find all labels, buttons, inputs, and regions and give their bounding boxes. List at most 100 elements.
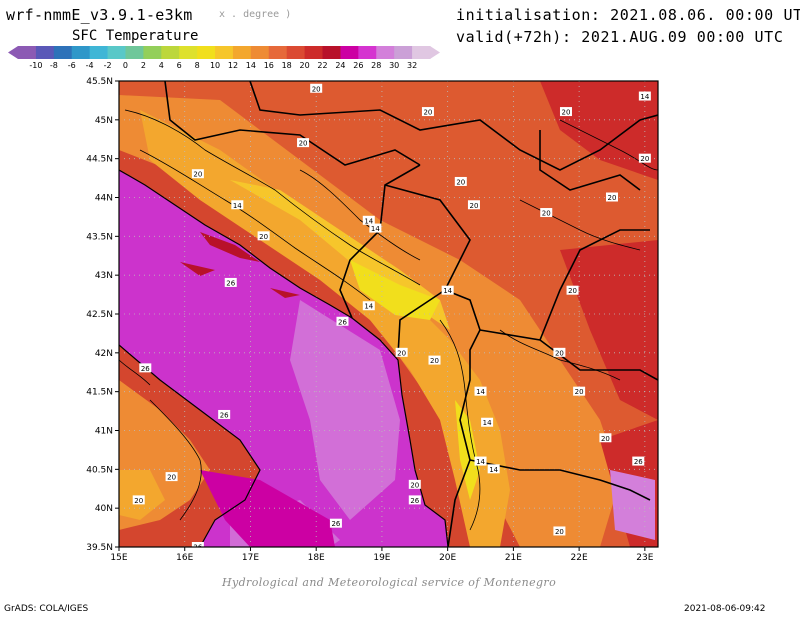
colorbar-swatch — [412, 46, 431, 59]
contour-label: 26 — [139, 363, 152, 373]
svg-text:14: 14 — [443, 287, 452, 295]
contour-label: 14 — [474, 456, 487, 466]
color-scale-bar: -10 -8 -6 -4 -2 0 2 4 6 8 10 12 14 16 18 20 22 24 26 28 30 32 — [8, 46, 440, 70]
svg-text:20: 20 — [640, 155, 649, 163]
colorbar-label: 24 — [335, 61, 345, 70]
latitude-label: 39.5N — [86, 543, 113, 553]
colorbar-swatch — [215, 46, 234, 59]
latitude-label: 45.5N — [86, 77, 113, 87]
latitude-label: 44.5N — [86, 155, 113, 165]
latitude-label: 41N — [95, 427, 113, 437]
svg-text:20: 20 — [469, 202, 478, 210]
contour-label: 20 — [540, 208, 553, 218]
contour-label: 20 — [191, 169, 204, 179]
longitude-label: 23E — [636, 553, 653, 563]
svg-text:14: 14 — [489, 466, 498, 474]
colorbar-label: 18 — [282, 61, 292, 70]
colorbar-swatch — [179, 46, 198, 59]
latitude-label: 40.5N — [86, 465, 113, 475]
contour-label: 20 — [132, 495, 145, 505]
svg-text:20: 20 — [423, 109, 432, 117]
longitude-label: 21E — [505, 553, 522, 563]
svg-text:14: 14 — [364, 303, 373, 311]
longitude-label: 15E — [110, 553, 127, 563]
svg-text:26: 26 — [410, 497, 419, 505]
longitude-label: 22E — [571, 553, 588, 563]
initialisation-time: initialisation: 2021.08.06. 00:00 UTC — [456, 6, 800, 24]
colorbar-swatch — [197, 46, 216, 59]
colorbar-label: 6 — [177, 61, 182, 70]
colorbar-label: 2 — [141, 61, 146, 70]
colorbar-swatch — [268, 46, 288, 59]
colorbar-label: 32 — [407, 61, 417, 70]
contour-label: 20 — [408, 479, 421, 489]
svg-text:14: 14 — [483, 419, 492, 427]
longitude-label: 20E — [439, 553, 456, 563]
svg-text:20: 20 — [410, 481, 419, 489]
contour-label: 20 — [467, 200, 480, 210]
colorbar-label: 10 — [210, 61, 220, 70]
contour-label: 20 — [599, 433, 612, 443]
svg-text:20: 20 — [259, 233, 268, 241]
contour-label: 14 — [362, 215, 375, 225]
svg-text:20: 20 — [397, 349, 406, 357]
contour-label: 14 — [369, 223, 382, 233]
svg-text:26: 26 — [634, 458, 643, 466]
svg-text:20: 20 — [555, 349, 564, 357]
colorbar-label: 28 — [371, 61, 381, 70]
colorbar-swatch — [286, 46, 306, 59]
contour-label: 14 — [362, 301, 375, 311]
colorbar-swatch — [161, 46, 180, 59]
colorbar-label: -8 — [50, 61, 58, 70]
svg-text:14: 14 — [233, 202, 242, 210]
svg-text:20: 20 — [562, 109, 571, 117]
contour-label: 14 — [441, 285, 454, 295]
colorbar-label: -4 — [86, 61, 94, 70]
colorbar-label: -10 — [29, 61, 42, 70]
svg-text:26: 26 — [331, 520, 340, 528]
latitude-label: 41.5N — [86, 388, 113, 398]
colorbar-swatch — [340, 46, 359, 59]
units-note: x . degree ) — [219, 9, 292, 20]
svg-text:20: 20 — [601, 435, 610, 443]
longitude-label: 19E — [373, 553, 390, 563]
contour-label: 14 — [231, 200, 244, 210]
contour-label: 26 — [224, 277, 237, 287]
colorbar-swatch — [71, 46, 91, 59]
svg-text:14: 14 — [371, 225, 380, 233]
contour-label: 26 — [336, 316, 349, 326]
contour-label: 14 — [474, 386, 487, 396]
colorbar-swatch — [250, 46, 270, 59]
svg-text:26: 26 — [193, 544, 202, 552]
svg-text:20: 20 — [134, 497, 143, 505]
colorbar-swatch — [107, 46, 126, 59]
latitude-label: 40N — [95, 504, 113, 514]
contour-label: 20 — [428, 355, 441, 365]
colorbar-swatch — [143, 46, 162, 59]
colorbar-swatch — [89, 46, 109, 59]
latitude-label: 42.5N — [86, 310, 113, 320]
contour-label: 20 — [638, 153, 651, 163]
contour-label: 26 — [329, 518, 342, 528]
svg-text:26: 26 — [141, 365, 150, 373]
colorbar-label: 26 — [353, 61, 363, 70]
grads-credit: GrADS: COLA/IGES — [4, 604, 89, 614]
latitude-label: 44N — [95, 194, 113, 204]
contour-label: 20 — [310, 83, 323, 93]
contour-label: 20 — [553, 347, 566, 357]
svg-text:20: 20 — [299, 140, 308, 148]
svg-text:14: 14 — [476, 458, 485, 466]
colorbar-swatch — [125, 46, 144, 59]
contour-label: 26 — [408, 495, 421, 505]
contour-label: 20 — [573, 386, 586, 396]
svg-text:20: 20 — [542, 210, 551, 218]
svg-text:20: 20 — [456, 178, 465, 186]
colorbar-swatch — [304, 46, 324, 59]
contour-label: 20 — [421, 107, 434, 117]
latitude-label: 42N — [95, 349, 113, 359]
colorbar-swatch — [35, 46, 55, 59]
contour-label: 20 — [605, 192, 618, 202]
colorbar-label: 22 — [317, 61, 327, 70]
